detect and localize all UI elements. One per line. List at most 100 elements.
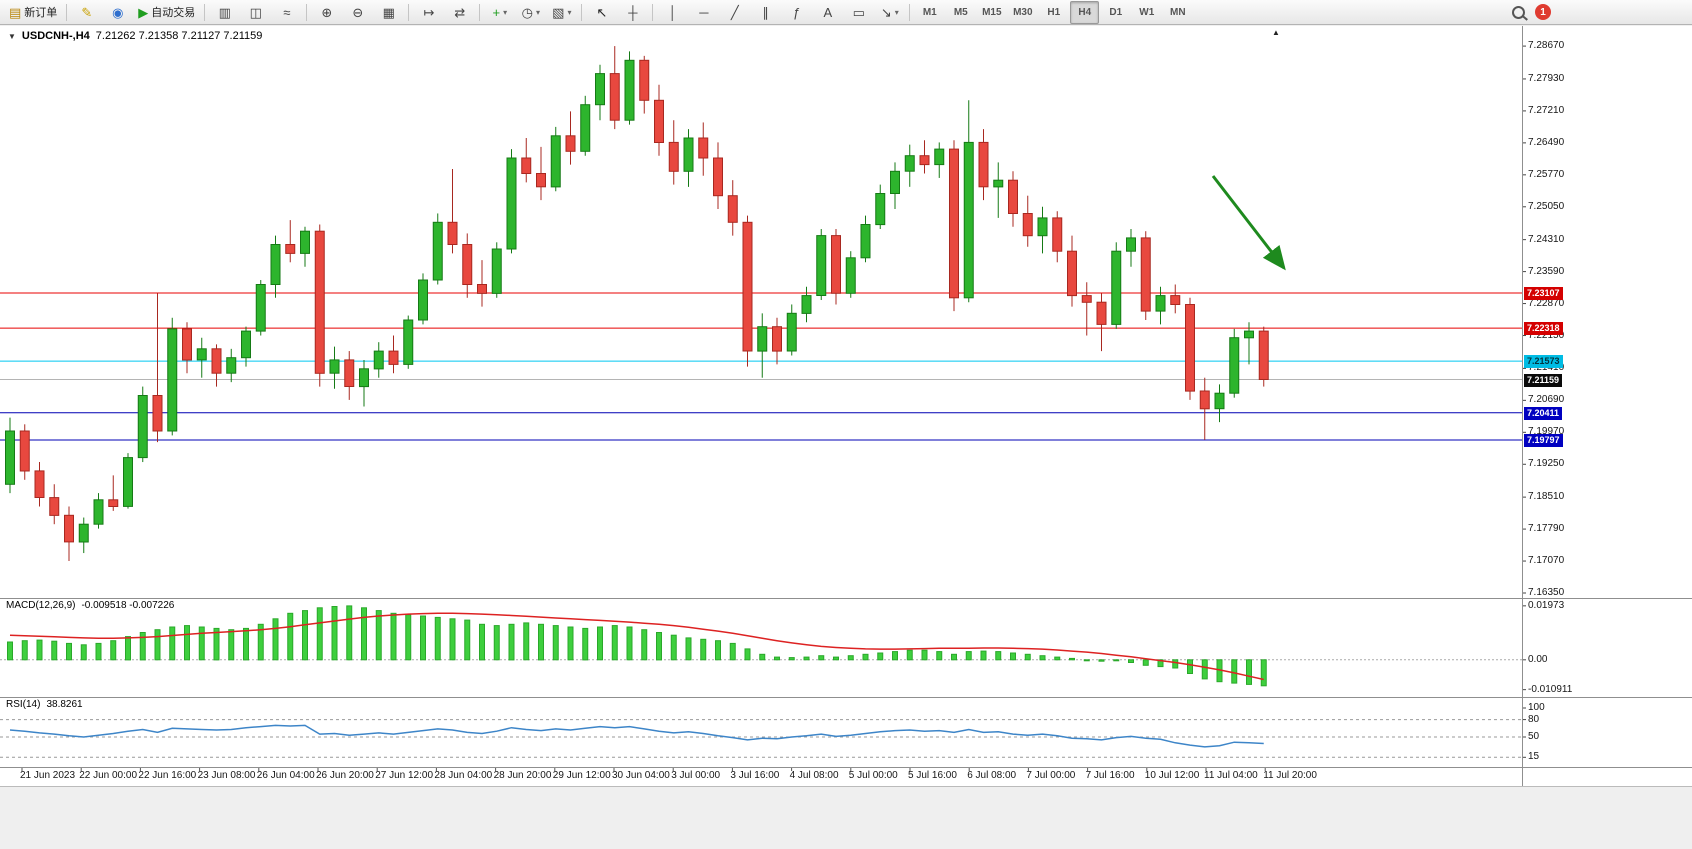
bar-chart-button[interactable]: ▥ bbox=[210, 1, 239, 24]
crosshair-button[interactable]: ┼ bbox=[618, 1, 647, 24]
trendline-button[interactable]: ╱ bbox=[720, 1, 749, 24]
trend-arrow-annotation[interactable] bbox=[1211, 175, 1286, 271]
metaeditor-button[interactable]: ✎ bbox=[72, 1, 101, 24]
text-label-button[interactable]: ▭ bbox=[844, 1, 873, 24]
time-axis-label: 7 Jul 16:00 bbox=[1085, 770, 1135, 781]
community-button[interactable]: ◉ bbox=[103, 1, 132, 24]
horizontal-line-button[interactable]: ─ bbox=[689, 1, 718, 24]
chart-menu-icon[interactable]: ▼ bbox=[8, 31, 16, 41]
time-axis-label: 23 Jun 08:00 bbox=[197, 770, 256, 781]
templates-button[interactable]: ▧ ▾ bbox=[547, 1, 576, 24]
zoom-out-button[interactable]: ⊖ bbox=[343, 1, 372, 24]
time-axis-label: 28 Jun 20:00 bbox=[493, 770, 552, 781]
crosshair-icon: ┼ bbox=[628, 4, 638, 20]
arrow-objects-button[interactable]: ↘ ▾ bbox=[875, 1, 904, 24]
price-scale-border[interactable] bbox=[1522, 26, 1523, 786]
time-axis-label: 3 Jul 00:00 bbox=[671, 770, 721, 781]
rsi-axis-label: 80 bbox=[1528, 713, 1540, 725]
template-icon: ▧ bbox=[552, 4, 565, 20]
macd-indicator-values: -0.009518 -0.007226 bbox=[81, 600, 175, 611]
chart-collapse-icon[interactable]: ▲ bbox=[1272, 28, 1280, 37]
price-level-badge: 7.23107 bbox=[1524, 287, 1563, 301]
trendline-icon: ╱ bbox=[730, 4, 739, 20]
macd-axis-label: 0.01973 bbox=[1528, 599, 1565, 611]
price-axis-label: 7.18510 bbox=[1528, 491, 1565, 503]
new-order-button[interactable]: ▤ 新订单 bbox=[5, 1, 61, 24]
autotrading-button[interactable]: ▶ 自动交易 bbox=[134, 1, 199, 24]
timeframe-button-M5[interactable]: M5 bbox=[953, 6, 968, 18]
tile-windows-button[interactable]: ▦ bbox=[374, 1, 403, 24]
timeframe-button-M30[interactable]: M30 bbox=[1013, 6, 1033, 18]
notification-badge[interactable]: 1 bbox=[1535, 4, 1551, 20]
toolbar-separator bbox=[66, 3, 68, 21]
time-axis-label: 10 Jul 12:00 bbox=[1144, 770, 1200, 781]
new-order-button-label: 新订单 bbox=[24, 7, 58, 19]
zoom-out-icon: ⊖ bbox=[352, 4, 364, 20]
zoom-in-button[interactable]: ⊕ bbox=[312, 1, 341, 24]
timeframe-button-H1[interactable]: H1 bbox=[1047, 6, 1061, 18]
time-axis-label: 26 Jun 04:00 bbox=[256, 770, 315, 781]
price-axis-label: 7.16350 bbox=[1528, 587, 1565, 598]
main-toolbar: ▤ 新订单 ✎ ◉ ▶ 自动交易 ▥ ◫ ≈ ⊕ ⊖ ▦ ↦ ⇄ + ▾ ◷ ▾ ▧ ▾ ↖ ┼ │ ─ ╱ ∥ ƒ A ▭ ↘ ▾ M1 M5… bbox=[0, 0, 1692, 25]
time-axis-label: 11 Jul 20:00 bbox=[1263, 770, 1317, 781]
rsi-panel-separator[interactable] bbox=[0, 697, 1692, 698]
candlestick-chart-button[interactable]: ◫ bbox=[241, 1, 270, 24]
price-axis-label: 7.19970 bbox=[1528, 426, 1565, 438]
indicators-button[interactable]: + ▾ bbox=[485, 1, 514, 24]
time-axis-label: 3 Jul 16:00 bbox=[730, 770, 780, 781]
cursor-button[interactable]: ↖ bbox=[587, 1, 616, 24]
indicators-icon: + bbox=[492, 4, 501, 20]
fibonacci-button[interactable]: ƒ bbox=[782, 1, 811, 24]
time-axis-label: 28 Jun 04:00 bbox=[434, 770, 493, 781]
timeframe-button-M1[interactable]: M1 bbox=[922, 6, 937, 18]
macd-indicator-label: MACD(12,26,9) bbox=[6, 600, 76, 611]
time-axis-label: 29 Jun 12:00 bbox=[552, 770, 611, 781]
price-axis-label: 7.20690 bbox=[1528, 394, 1565, 406]
price-level-badge: 7.21573 bbox=[1524, 355, 1563, 369]
text-label-icon: ▭ bbox=[852, 4, 865, 20]
price-level-badge: 7.19797 bbox=[1524, 433, 1563, 447]
price-axis-label: 7.27210 bbox=[1528, 104, 1565, 116]
text-button[interactable]: A bbox=[813, 1, 842, 24]
toolbar-separator bbox=[581, 3, 583, 21]
line-chart-button[interactable]: ≈ bbox=[272, 1, 301, 24]
cursor-icon: ↖ bbox=[596, 4, 608, 20]
channel-button[interactable]: ∥ bbox=[751, 1, 780, 24]
rsi-panel-title: RSI(14) 38.8261 bbox=[6, 699, 83, 710]
time-axis-label: 26 Jun 20:00 bbox=[316, 770, 374, 781]
bid-price-badge: 7.21159 bbox=[1524, 373, 1563, 387]
toolbar-separator bbox=[652, 3, 654, 21]
time-axis-label: 27 Jun 12:00 bbox=[375, 770, 434, 781]
chevron-down-icon: ▾ bbox=[894, 7, 899, 17]
timeframe-button-MN[interactable]: MN bbox=[1170, 6, 1186, 18]
price-axis-label: 7.22870 bbox=[1528, 297, 1565, 309]
price-axis-label: 7.28670 bbox=[1528, 40, 1565, 52]
autotrading-icon: ▶ bbox=[138, 4, 149, 20]
chart-ohlc-values: 7.21262 7.21358 7.21127 7.21159 bbox=[95, 30, 263, 42]
timeframe-button-W1[interactable]: W1 bbox=[1139, 6, 1155, 18]
timeframe-button-H4[interactable]: H4 bbox=[1070, 0, 1100, 24]
timeframe-button-D1[interactable]: D1 bbox=[1109, 6, 1123, 18]
toolbar-separator bbox=[306, 3, 308, 21]
autotrading-button-label: 自动交易 bbox=[151, 7, 196, 19]
rsi-indicator-label: RSI(14) bbox=[6, 699, 41, 710]
chart-shift-button[interactable]: ⇄ bbox=[445, 1, 474, 24]
chevron-down-icon: ▾ bbox=[503, 7, 508, 17]
price-axis-label: 7.23590 bbox=[1528, 265, 1565, 277]
candlestick-icon: ◫ bbox=[249, 4, 262, 20]
auto-scroll-icon: ↦ bbox=[423, 4, 435, 20]
rsi-axis-label: 50 bbox=[1528, 731, 1540, 742]
time-axis-label: 6 Jul 08:00 bbox=[967, 770, 1017, 781]
auto-scroll-button[interactable]: ↦ bbox=[414, 1, 443, 24]
price-axis-label: 7.17790 bbox=[1528, 523, 1565, 535]
periods-button[interactable]: ◷ ▾ bbox=[516, 1, 545, 24]
macd-panel-separator[interactable] bbox=[0, 598, 1692, 599]
chart-shift-icon: ⇄ bbox=[454, 4, 466, 20]
rsi-axis-label: 15 bbox=[1528, 751, 1540, 763]
vertical-line-icon: │ bbox=[668, 4, 677, 20]
search-icon[interactable] bbox=[1512, 5, 1525, 19]
timeframe-button-M15[interactable]: M15 bbox=[982, 6, 1002, 18]
vertical-line-button[interactable]: │ bbox=[658, 1, 687, 24]
